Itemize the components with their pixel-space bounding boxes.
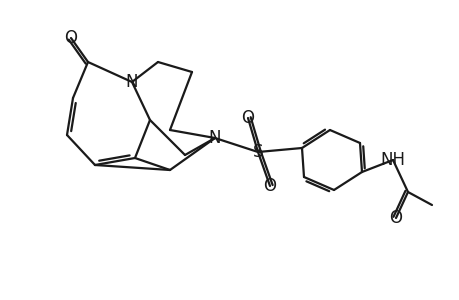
Text: N: N (208, 129, 221, 147)
Text: O: O (64, 29, 77, 47)
Text: S: S (252, 143, 263, 161)
Text: O: O (241, 109, 254, 127)
Text: NH: NH (380, 151, 405, 169)
Text: O: O (389, 209, 402, 227)
Text: N: N (125, 73, 138, 91)
Text: O: O (263, 177, 276, 195)
